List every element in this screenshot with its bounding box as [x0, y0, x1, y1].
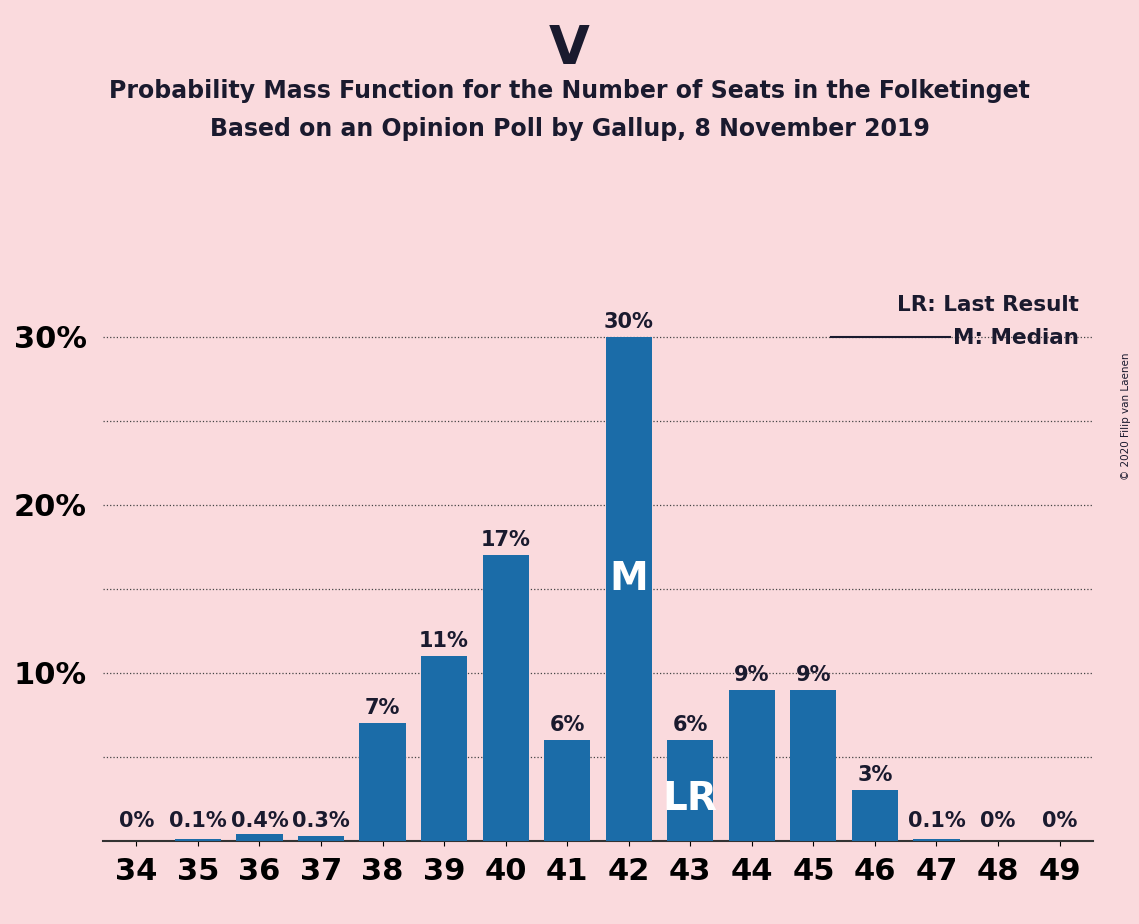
Text: LR: LR	[663, 780, 718, 818]
Bar	[483, 555, 528, 841]
Bar	[544, 740, 590, 841]
Bar	[790, 689, 836, 841]
Text: 0.4%: 0.4%	[230, 810, 288, 831]
Bar	[729, 689, 775, 841]
Text: 9%: 9%	[735, 664, 770, 685]
Text: 0.3%: 0.3%	[292, 810, 350, 831]
Text: 3%: 3%	[858, 765, 893, 785]
Text: 0%: 0%	[1042, 810, 1077, 831]
Text: Based on an Opinion Poll by Gallup, 8 November 2019: Based on an Opinion Poll by Gallup, 8 No…	[210, 117, 929, 141]
Bar	[174, 839, 221, 841]
Text: 30%: 30%	[604, 311, 654, 332]
Bar	[298, 836, 344, 841]
Text: 0.1%: 0.1%	[169, 810, 227, 831]
Text: 9%: 9%	[796, 664, 831, 685]
Text: 0%: 0%	[118, 810, 154, 831]
Text: M: M	[609, 560, 648, 598]
Text: 0%: 0%	[981, 810, 1016, 831]
Text: 7%: 7%	[364, 699, 400, 718]
Bar	[606, 337, 652, 841]
Bar	[852, 790, 898, 841]
Bar	[360, 723, 405, 841]
Bar	[667, 740, 713, 841]
Text: LR: Last Result: LR: Last Result	[896, 295, 1079, 315]
Bar	[913, 839, 959, 841]
Text: 11%: 11%	[419, 631, 469, 651]
Text: M: Median: M: Median	[952, 328, 1079, 348]
Bar	[421, 656, 467, 841]
Text: 6%: 6%	[673, 715, 708, 735]
Text: V: V	[549, 23, 590, 75]
Text: 0.1%: 0.1%	[908, 810, 966, 831]
Text: © 2020 Filip van Laenen: © 2020 Filip van Laenen	[1121, 352, 1131, 480]
Text: 6%: 6%	[549, 715, 585, 735]
Text: Probability Mass Function for the Number of Seats in the Folketinget: Probability Mass Function for the Number…	[109, 79, 1030, 103]
Bar	[237, 834, 282, 841]
Text: 17%: 17%	[481, 530, 531, 550]
